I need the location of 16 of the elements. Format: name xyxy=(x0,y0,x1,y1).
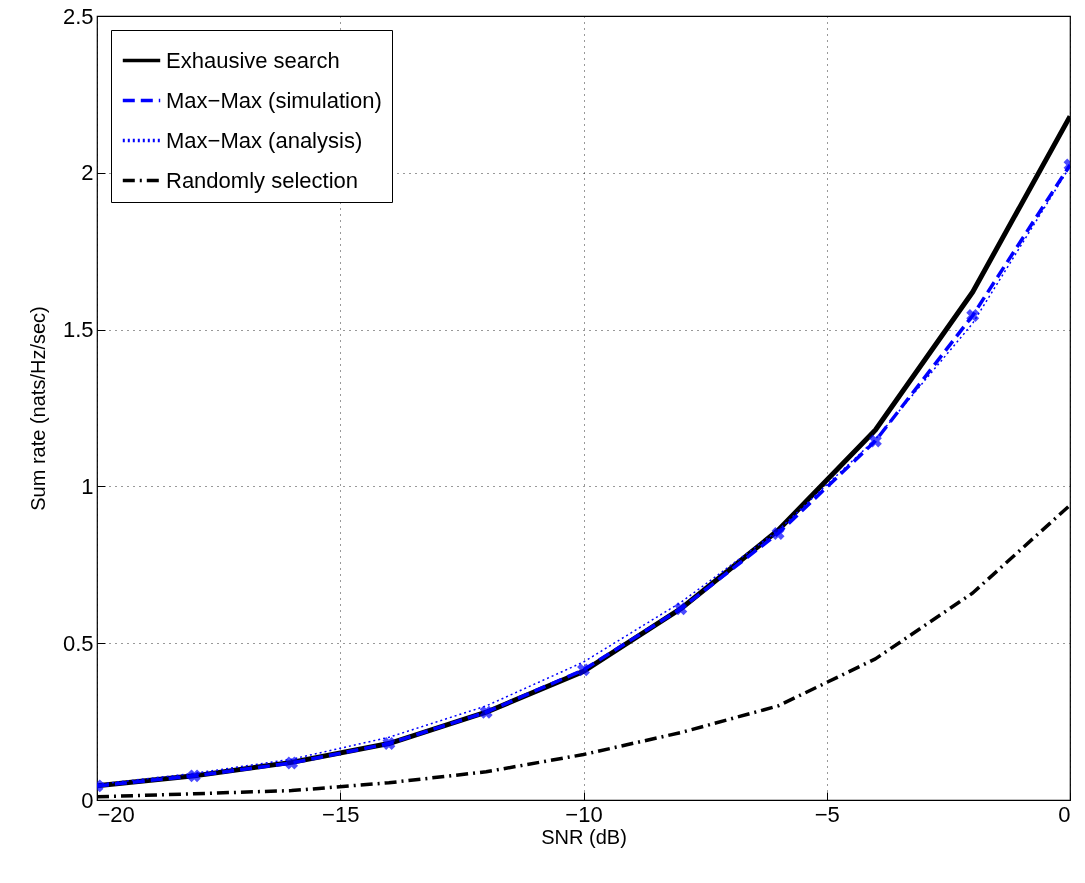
y-tick-label: 0.5 xyxy=(62,630,94,656)
x-axis-title: SNR (dB) xyxy=(541,825,627,848)
legend-label: Max−Max (simulation) xyxy=(166,87,382,113)
y-tick-label: 1.5 xyxy=(62,317,94,343)
x-tick-label: 0 xyxy=(1058,801,1071,827)
x-tick-label: −15 xyxy=(322,801,360,827)
y-tick-label: 2.5 xyxy=(62,3,94,29)
x-tick-label: −20 xyxy=(97,801,135,827)
x-tick-label: −5 xyxy=(814,801,840,827)
y-tick-label: 2 xyxy=(81,160,94,186)
legend-label: Randomly selection xyxy=(166,167,358,193)
y-axis-title: Sum rate (nats/Hz/sec) xyxy=(26,306,49,511)
y-tick-label: 1 xyxy=(81,473,94,499)
legend-label: Exhausive search xyxy=(166,47,340,73)
legend-label: Max−Max (analysis) xyxy=(166,127,363,153)
x-tick-label: −10 xyxy=(565,801,603,827)
